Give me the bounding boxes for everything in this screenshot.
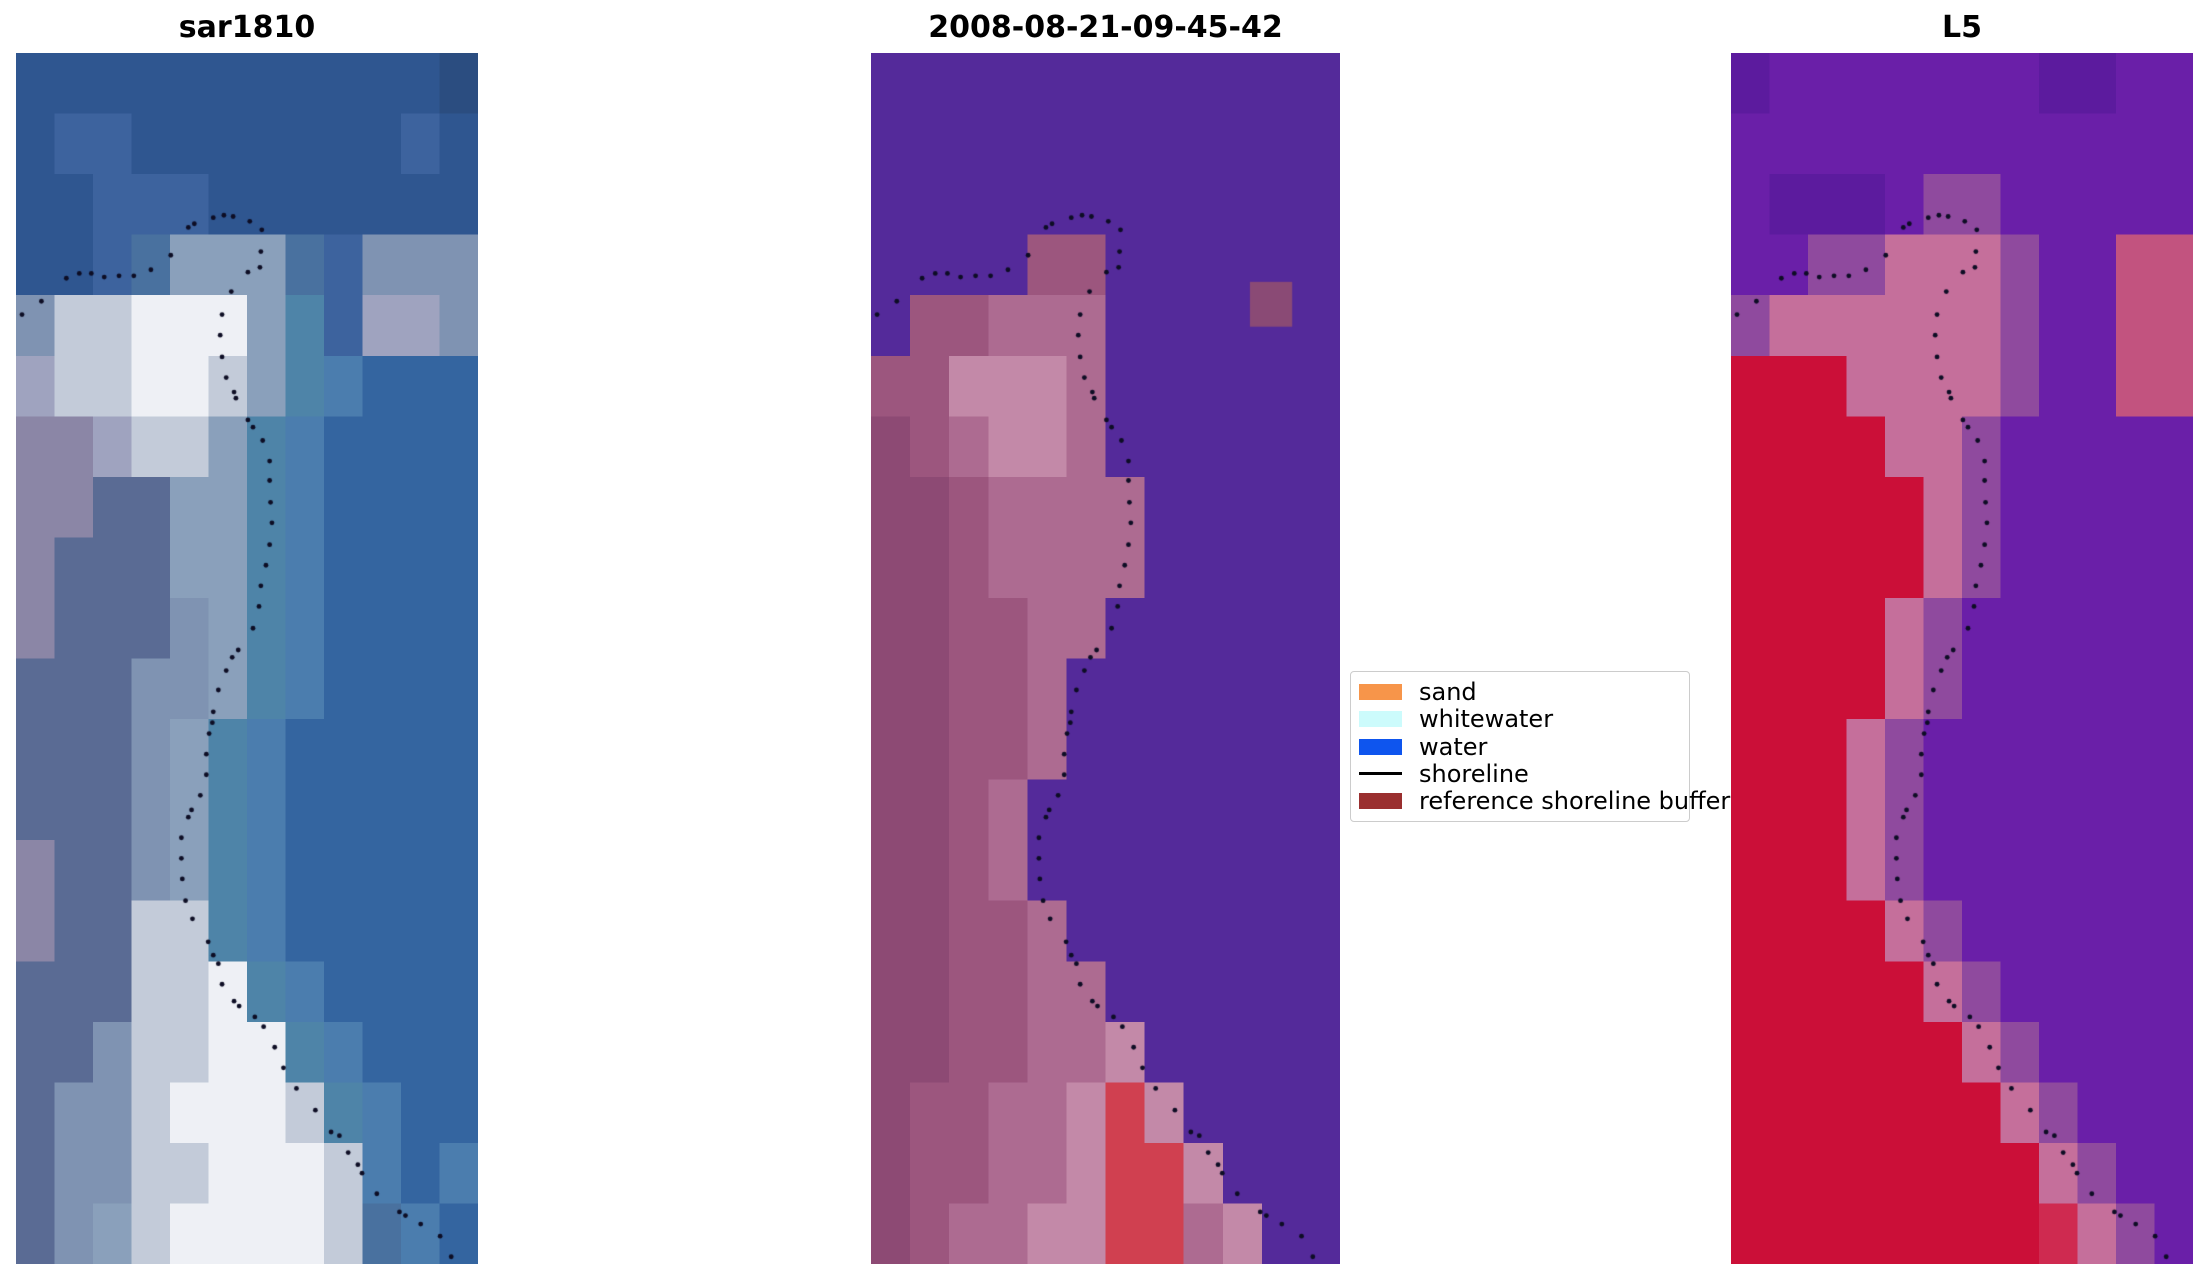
classified-shoreline-overlay [871, 53, 1340, 1264]
shoreline-line-swatch [1359, 772, 1402, 776]
legend-label-whitewater: whitewater [1419, 705, 1554, 734]
reference-buffer-color-swatch [1359, 793, 1402, 809]
legend-label-shoreline: shoreline [1419, 759, 1529, 788]
legend-item-reference-buffer: reference shoreline buffer [1359, 788, 1730, 814]
panel-title-date: 2008-08-21-09-45-42 [928, 10, 1283, 45]
sand-color-swatch [1359, 684, 1402, 700]
legend-item-sand: sand [1359, 679, 1679, 705]
panel-l5: L5 [1731, 10, 2193, 1264]
panel-title-sar1810: sar1810 [178, 10, 316, 45]
l5-shoreline-overlay [1731, 53, 2193, 1264]
panel-sar1810: sar1810 [16, 10, 478, 1264]
legend-label-reference-buffer: reference shoreline buffer [1419, 787, 1731, 815]
sar1810-shoreline-overlay [16, 53, 478, 1264]
panel-title-l5: L5 [1942, 10, 1982, 45]
panel-classified-2008-08-21: 2008-08-21-09-45-42 [871, 10, 1340, 1264]
legend-item-water: water [1359, 734, 1679, 760]
legend-item-shoreline: shoreline [1359, 761, 1679, 787]
legend-label-sand: sand [1419, 678, 1477, 706]
legend-label-water: water [1419, 732, 1488, 761]
legend: sand whitewater water shoreline referenc… [1350, 671, 1730, 822]
whitewater-color-swatch [1359, 711, 1402, 728]
water-color-swatch [1359, 738, 1402, 755]
legend-item-whitewater: whitewater [1359, 706, 1679, 732]
